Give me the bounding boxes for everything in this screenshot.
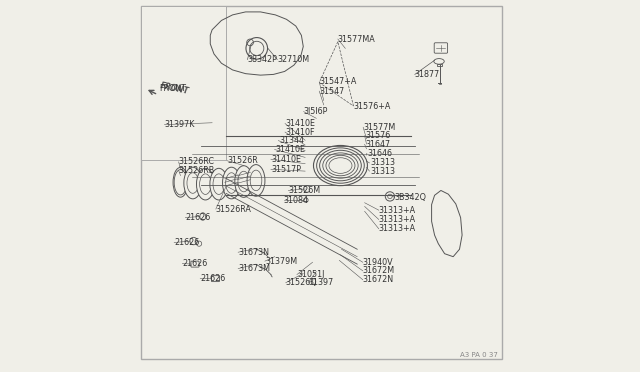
Text: 32710M: 32710M <box>277 55 309 64</box>
Text: 3I5I6P: 3I5I6P <box>303 107 328 116</box>
Text: 31877: 31877 <box>415 70 440 79</box>
Text: 31313+A: 31313+A <box>379 215 416 224</box>
Text: 31517P: 31517P <box>271 165 301 174</box>
Text: 21626: 21626 <box>174 238 200 247</box>
Text: 21626: 21626 <box>182 259 207 268</box>
Text: 31526RC: 31526RC <box>179 157 214 166</box>
Ellipse shape <box>247 164 265 196</box>
Ellipse shape <box>200 174 211 195</box>
Text: 31313+A: 31313+A <box>379 206 416 215</box>
Text: 31051J: 31051J <box>297 270 324 279</box>
Text: 31084: 31084 <box>284 196 308 205</box>
Bar <box>141 6 227 160</box>
Text: 31577M: 31577M <box>364 123 396 132</box>
Text: 31397K: 31397K <box>164 120 195 129</box>
Text: 31397: 31397 <box>308 278 333 287</box>
Text: 31672M: 31672M <box>363 266 395 275</box>
Text: 31526R: 31526R <box>227 156 258 165</box>
Text: 31526RB: 31526RB <box>179 166 215 175</box>
Text: 31379M: 31379M <box>265 257 297 266</box>
Ellipse shape <box>223 167 241 199</box>
Text: 31410E: 31410E <box>286 119 316 128</box>
Text: 21626: 21626 <box>200 274 225 283</box>
Text: 21626: 21626 <box>186 213 211 222</box>
Text: 31410E: 31410E <box>271 155 301 164</box>
Text: A3 PA 0 37: A3 PA 0 37 <box>460 352 498 358</box>
Ellipse shape <box>187 173 198 193</box>
Ellipse shape <box>213 174 225 195</box>
Text: 38342P: 38342P <box>248 55 277 64</box>
Ellipse shape <box>235 166 253 197</box>
Text: 31576+A: 31576+A <box>353 102 391 110</box>
Text: 31673N: 31673N <box>238 248 269 257</box>
Text: 31547: 31547 <box>319 87 344 96</box>
Text: FRONT: FRONT <box>159 84 186 93</box>
Text: 31313: 31313 <box>370 167 396 176</box>
Ellipse shape <box>196 168 214 200</box>
Ellipse shape <box>173 167 188 197</box>
Text: 31344: 31344 <box>279 136 304 145</box>
Text: 31547+A: 31547+A <box>319 77 356 86</box>
Ellipse shape <box>210 168 228 200</box>
Text: 31410F: 31410F <box>286 128 316 137</box>
Text: FRONT: FRONT <box>159 81 190 96</box>
Text: 31672N: 31672N <box>363 275 394 284</box>
Text: 31647: 31647 <box>365 140 390 149</box>
Text: 3B342Q: 3B342Q <box>394 193 426 202</box>
Text: 31313+A: 31313+A <box>379 224 416 233</box>
Text: 31940V: 31940V <box>363 258 394 267</box>
Text: 31526M: 31526M <box>289 186 321 195</box>
Ellipse shape <box>226 173 237 193</box>
Text: 31526Q: 31526Q <box>286 278 317 287</box>
Ellipse shape <box>184 167 202 199</box>
Text: 31577MA: 31577MA <box>338 35 376 44</box>
Text: 31313: 31313 <box>370 158 396 167</box>
Text: 31576: 31576 <box>365 131 390 140</box>
Ellipse shape <box>238 171 250 192</box>
Ellipse shape <box>250 170 262 191</box>
Text: 31673M: 31673M <box>238 264 270 273</box>
Text: 31410E: 31410E <box>275 145 305 154</box>
Text: 31646: 31646 <box>367 149 392 158</box>
Text: 31526RA: 31526RA <box>216 205 252 214</box>
